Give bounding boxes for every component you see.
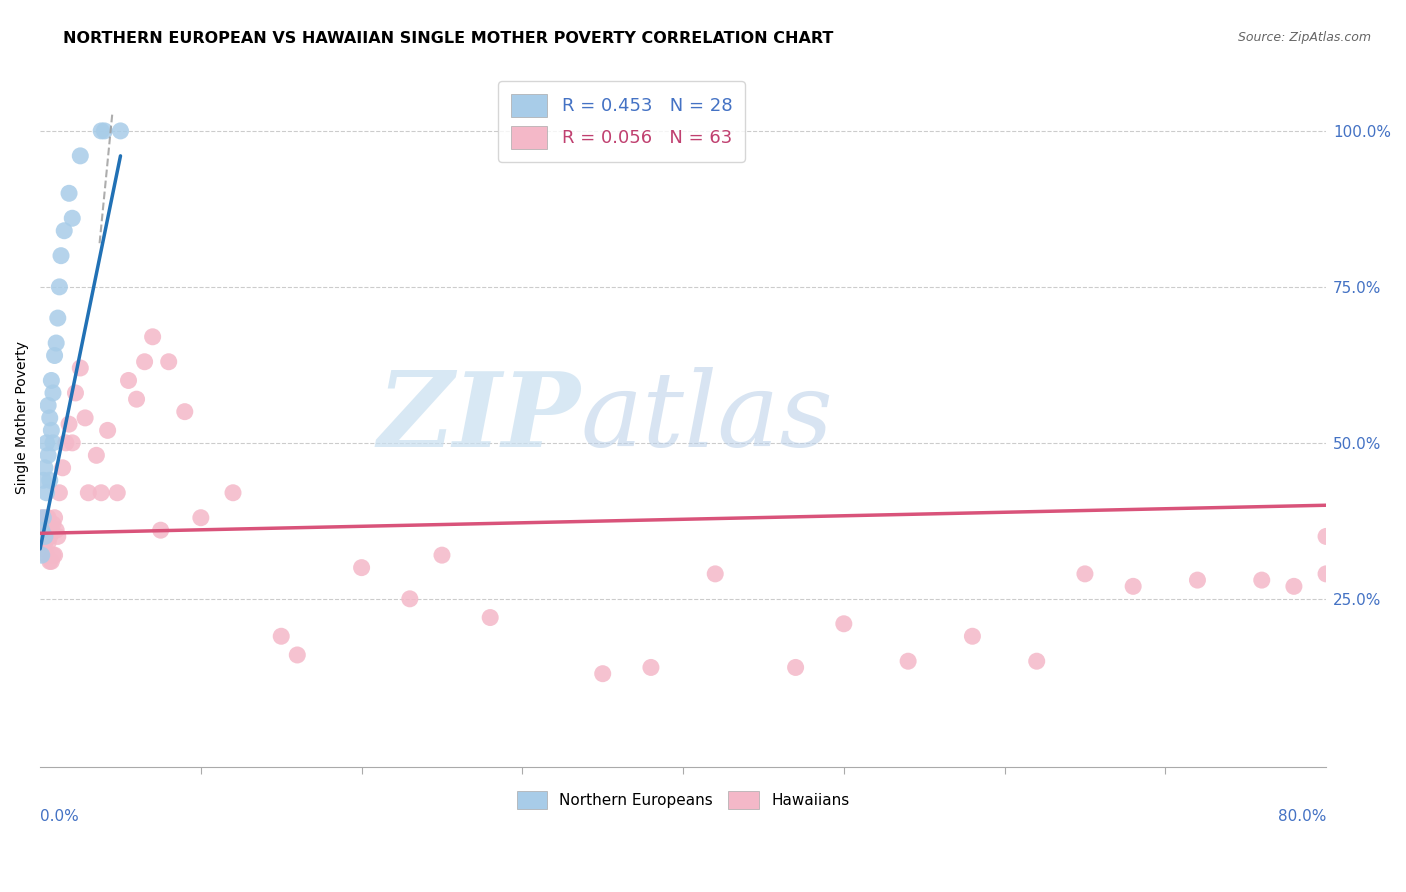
Point: [90, 485, 112, 500]
Point: [38, 473, 60, 487]
Text: atlas: atlas: [581, 368, 832, 468]
Point: [134, 355, 156, 369]
Point: [1187, 573, 1209, 587]
Point: [430, 548, 453, 562]
Point: [97, 423, 120, 437]
Point: [32, 473, 55, 487]
Point: [37, 510, 59, 524]
Point: [1315, 566, 1337, 581]
Point: [65, 386, 87, 401]
Point: [173, 404, 195, 418]
Point: [31, 523, 53, 537]
Point: [69, 361, 91, 376]
Point: [31, 529, 53, 543]
Point: [44, 510, 66, 524]
Point: [704, 566, 727, 581]
Point: [222, 485, 245, 500]
Point: [592, 666, 614, 681]
Point: [52, 460, 75, 475]
Point: [640, 660, 662, 674]
Point: [42, 386, 65, 401]
Point: [31, 510, 53, 524]
Point: [110, 124, 132, 138]
Point: [60, 435, 83, 450]
Point: [42, 548, 65, 562]
Legend: Northern Europeans, Hawaiians: Northern Europeans, Hawaiians: [510, 785, 856, 815]
Point: [38, 529, 60, 543]
Point: [350, 560, 373, 574]
Point: [58, 417, 80, 431]
Point: [35, 510, 58, 524]
Point: [44, 349, 66, 363]
Point: [38, 554, 60, 568]
Point: [962, 629, 984, 643]
Point: [32, 516, 55, 531]
Point: [41, 423, 63, 437]
Point: [142, 330, 165, 344]
Point: [90, 124, 112, 138]
Point: [69, 149, 91, 163]
Point: [1074, 566, 1097, 581]
Point: [86, 448, 108, 462]
Point: [34, 460, 56, 475]
Point: [1315, 529, 1337, 543]
Text: NORTHERN EUROPEAN VS HAWAIIAN SINGLE MOTHER POVERTY CORRELATION CHART: NORTHERN EUROPEAN VS HAWAIIAN SINGLE MOT…: [63, 31, 834, 46]
Point: [45, 523, 67, 537]
Point: [34, 516, 56, 531]
Point: [125, 392, 148, 407]
Point: [41, 554, 63, 568]
Point: [398, 591, 420, 606]
Point: [41, 523, 63, 537]
Point: [1122, 579, 1144, 593]
Point: [32, 541, 55, 556]
Point: [46, 311, 69, 326]
Point: [77, 485, 100, 500]
Point: [58, 186, 80, 201]
Point: [149, 523, 172, 537]
Point: [117, 374, 139, 388]
Point: [105, 485, 128, 500]
Point: [55, 435, 77, 450]
Point: [190, 510, 212, 524]
Point: [832, 616, 855, 631]
Point: [42, 516, 65, 531]
Point: [34, 535, 56, 549]
Text: ZIP: ZIP: [377, 368, 581, 468]
Point: [38, 410, 60, 425]
Point: [897, 654, 920, 668]
Point: [37, 399, 59, 413]
Point: [1025, 654, 1047, 668]
Point: [31, 548, 53, 562]
Point: [35, 485, 58, 500]
Point: [49, 249, 72, 263]
Text: 80.0%: 80.0%: [1278, 809, 1326, 824]
Point: [46, 529, 69, 543]
Point: [32, 510, 55, 524]
Point: [93, 124, 115, 138]
Point: [270, 629, 292, 643]
Point: [157, 355, 180, 369]
Point: [479, 610, 502, 624]
Point: [37, 535, 59, 549]
Point: [1282, 579, 1305, 593]
Point: [1250, 573, 1272, 587]
Point: [37, 448, 59, 462]
Point: [35, 548, 58, 562]
Point: [45, 336, 67, 351]
Point: [785, 660, 807, 674]
Point: [48, 280, 70, 294]
Point: [34, 529, 56, 543]
Point: [285, 648, 308, 662]
Point: [44, 548, 66, 562]
Text: Source: ZipAtlas.com: Source: ZipAtlas.com: [1237, 31, 1371, 45]
Point: [75, 410, 97, 425]
Point: [53, 224, 76, 238]
Text: 0.0%: 0.0%: [41, 809, 79, 824]
Point: [35, 435, 58, 450]
Point: [48, 485, 70, 500]
Point: [60, 211, 83, 226]
Point: [41, 374, 63, 388]
Y-axis label: Single Mother Poverty: Single Mother Poverty: [15, 342, 30, 494]
Point: [42, 435, 65, 450]
